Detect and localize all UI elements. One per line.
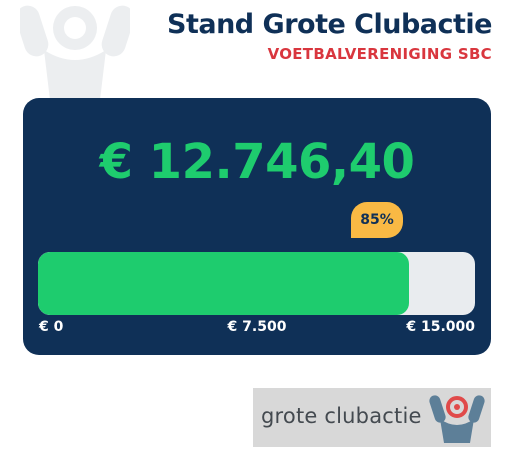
logo-text: grote clubactie xyxy=(261,404,422,428)
club-name: VOETBALVERENIGING SBC xyxy=(267,45,492,63)
scale-min-label: € 0 xyxy=(39,319,64,335)
progress-card: € 12.746,40 85% € 0 € 7.500 € 15.000 xyxy=(23,98,491,355)
scale-max-label: € 15.000 xyxy=(406,319,475,335)
header: Stand Grote Clubactie VOETBALVERENIGING … xyxy=(167,8,492,65)
cheering-person-background-icon xyxy=(20,5,130,100)
progress-track xyxy=(38,252,475,315)
cheering-person-icon xyxy=(429,395,485,443)
scale-mid-label: € 7.500 xyxy=(227,319,287,335)
page-title: Stand Grote Clubactie xyxy=(167,9,492,40)
raised-amount: € 12.746,40 xyxy=(99,134,415,190)
progress-fill xyxy=(38,252,409,315)
grote-clubactie-logo: grote clubactie xyxy=(253,388,491,447)
percent-badge: 85% xyxy=(351,202,403,238)
